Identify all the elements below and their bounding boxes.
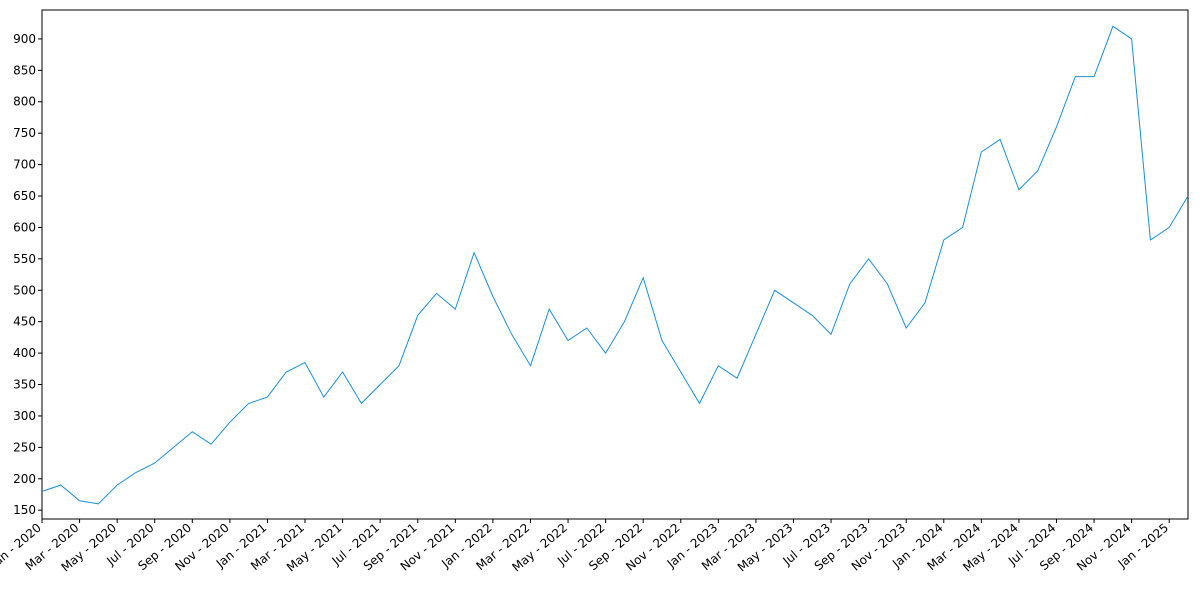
y-tick-label: 650 — [13, 189, 36, 203]
plot-frame — [41, 9, 1189, 520]
y-tick-label: 300 — [13, 409, 36, 423]
y-tick-label: 450 — [13, 315, 36, 329]
y-tick-label: 600 — [13, 220, 36, 234]
y-tick-label: 350 — [13, 378, 36, 392]
y-tick-label: 900 — [13, 32, 36, 46]
y-tick-label: 500 — [13, 283, 36, 297]
y-tick-label: 850 — [13, 63, 36, 77]
line — [41, 25, 1189, 505]
y-tick-label: 200 — [13, 472, 36, 486]
y-tick-label: 700 — [13, 158, 36, 172]
y-tick-label: 550 — [13, 252, 36, 266]
y-tick-label: 150 — [13, 503, 36, 517]
y-tick-label: 250 — [13, 440, 36, 454]
y-tick-label: 400 — [13, 346, 36, 360]
y-tick-label: 750 — [13, 126, 36, 140]
y-tick-label: 800 — [13, 95, 36, 109]
